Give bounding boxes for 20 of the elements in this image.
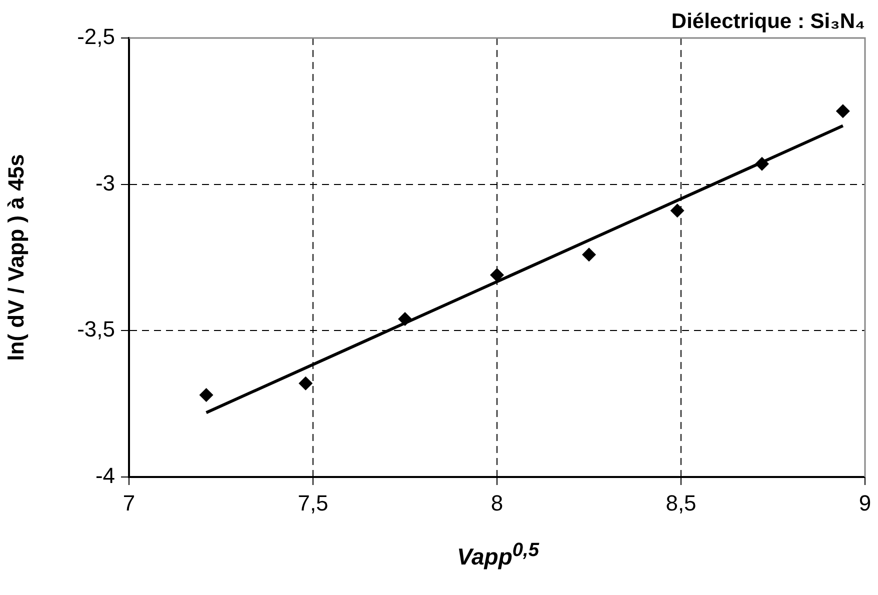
y-tick-label: -2,5 xyxy=(77,24,115,50)
point xyxy=(670,204,684,218)
y-tick-label: -3,5 xyxy=(77,316,115,342)
point xyxy=(754,156,769,171)
x-tick-label: 8,5 xyxy=(666,490,696,516)
chart-title: Diélectrique : Si₃N₄ xyxy=(671,10,865,33)
y-axis-title: ln( dV / Vapp ) à 45s xyxy=(3,154,28,361)
x-tick-label: 9 xyxy=(858,490,872,516)
x-axis-title: Vapp$^{0,5}$ xyxy=(456,540,540,571)
point xyxy=(490,268,504,282)
point xyxy=(582,248,596,262)
point xyxy=(398,312,412,326)
y-tick-label: -3 xyxy=(95,170,115,196)
point xyxy=(199,388,214,402)
y-tick-label: -4 xyxy=(95,463,115,488)
x-tick-label: 8 xyxy=(490,490,504,516)
point xyxy=(836,104,850,118)
x-tick-label: 7,5 xyxy=(298,490,328,516)
point xyxy=(298,376,313,390)
x-tick-label: 7 xyxy=(122,490,136,516)
